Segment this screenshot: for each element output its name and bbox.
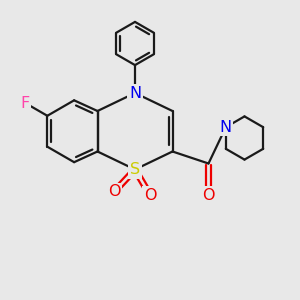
Text: N: N [129, 85, 141, 100]
Text: O: O [202, 188, 215, 202]
Text: O: O [108, 184, 120, 200]
Text: O: O [144, 188, 156, 202]
Text: F: F [21, 95, 30, 110]
Text: N: N [220, 120, 232, 135]
Text: S: S [130, 162, 140, 177]
